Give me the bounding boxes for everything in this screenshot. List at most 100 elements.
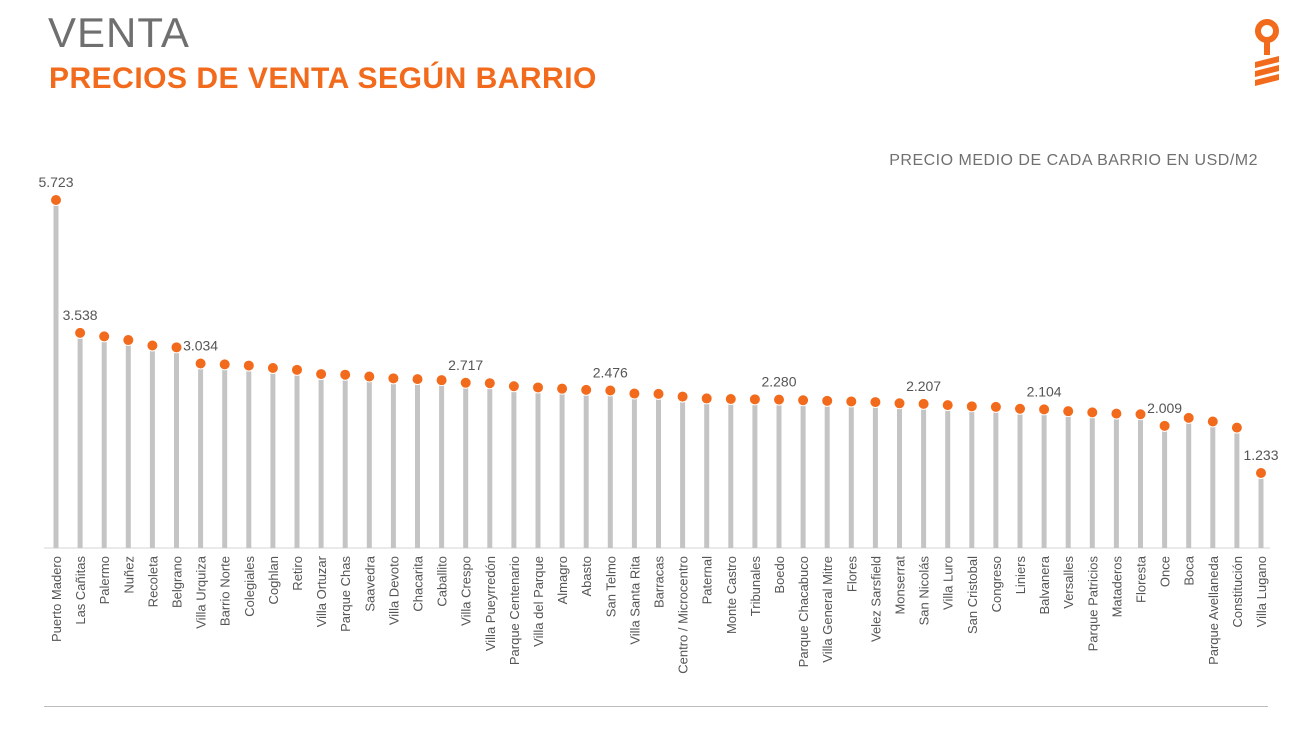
lollipop-point <box>1230 421 1243 434</box>
lollipop-point <box>435 374 448 387</box>
lollipop-point <box>1182 411 1195 424</box>
x-tick-label: Mataderos <box>1109 556 1124 618</box>
page-title: VENTA <box>48 9 190 56</box>
x-tick-label: Tribunales <box>748 556 763 617</box>
x-tick-label: Floresta <box>1134 555 1149 603</box>
data-label: 3.538 <box>63 307 98 323</box>
lollipop-point <box>676 390 689 403</box>
x-tick-label: Once <box>1158 556 1173 587</box>
x-tick-label: Liniers <box>1013 556 1028 595</box>
x-tick-label: Villa Pueyrredón <box>483 556 498 651</box>
x-tick-label: Constitución <box>1230 556 1245 628</box>
x-tick-label: Villa Urquiza <box>194 555 209 629</box>
lollipop-point <box>1134 408 1147 421</box>
data-label: 2.009 <box>1147 400 1182 416</box>
lollipop-point <box>917 397 930 410</box>
brand-logo-icon <box>1250 18 1284 88</box>
lollipop-point <box>773 393 785 406</box>
x-tick-label: Parque Patricios <box>1085 556 1100 652</box>
x-tick-label: Villa Lugano <box>1254 556 1269 627</box>
x-tick-label: Villa General Mitre <box>820 556 835 663</box>
lollipop-point <box>266 362 279 375</box>
x-tick-label: Centro / Microcentro <box>676 556 691 674</box>
lollipop-point <box>170 341 183 354</box>
lollipop-point <box>724 393 737 406</box>
data-label: 2.104 <box>1027 383 1062 399</box>
data-label: 2.207 <box>906 378 941 394</box>
lollipop-point <box>315 368 328 381</box>
lollipop-point <box>700 392 713 405</box>
x-tick-label: Belgrano <box>170 556 185 608</box>
lollipop-point <box>845 395 858 408</box>
x-tick-label: Almagro <box>555 556 570 604</box>
lollipop-point <box>98 330 111 343</box>
lollipop-point <box>122 334 135 347</box>
data-label: 2.476 <box>593 365 628 381</box>
data-label: 1.233 <box>1243 447 1278 463</box>
lollipop-point <box>363 370 376 383</box>
x-tick-label: Monte Castro <box>724 556 739 634</box>
lollipop-point <box>1062 405 1075 418</box>
x-tick-label: Monserrat <box>893 556 908 615</box>
lollipop-point <box>965 400 978 413</box>
lollipop-point <box>50 194 62 206</box>
data-label: 2.280 <box>761 374 796 390</box>
lollipop-point <box>604 384 617 397</box>
x-tick-label: Nuñez <box>121 556 136 594</box>
x-tick-label: San Telmo <box>603 556 618 617</box>
x-tick-label: Abasto <box>579 556 594 596</box>
x-tick-label: Villa Ortuzar <box>314 555 329 627</box>
lollipop-point <box>748 393 761 406</box>
data-label: 3.034 <box>183 338 218 354</box>
x-tick-label: Villa del Parque <box>531 556 546 647</box>
x-tick-label: Caballito <box>435 556 450 607</box>
x-tick-label: Parque Centenario <box>507 556 522 665</box>
bottom-divider <box>44 706 1268 707</box>
lollipop-point <box>989 400 1002 413</box>
lollipop-point <box>507 380 520 393</box>
lollipop-point <box>1255 467 1267 480</box>
lollipop-point <box>580 383 593 396</box>
lollipop-point <box>1206 415 1219 428</box>
lollipop-point <box>1158 419 1171 432</box>
x-tick-label: Villa Devoto <box>386 556 401 625</box>
x-tick-label: Parque Chas <box>338 556 353 632</box>
lollipop-point <box>218 358 231 371</box>
lollipop-point <box>74 326 87 339</box>
lollipop-point <box>869 396 882 409</box>
x-tick-label: Versalles <box>1061 556 1076 609</box>
data-label: 2.717 <box>448 357 483 373</box>
lollipop-point <box>291 363 303 376</box>
lollipop-point <box>387 372 400 385</box>
x-tick-label: Barrio Norte <box>218 556 233 626</box>
x-tick-label: Las Cañitas <box>73 556 88 625</box>
x-tick-label: Puerto Madero <box>49 556 64 642</box>
x-tick-label: Coghlan <box>266 556 281 604</box>
lollipop-point <box>941 399 954 412</box>
x-tick-label: Villa Santa Rita <box>627 555 642 644</box>
lollipop-point <box>459 376 472 389</box>
x-tick-label: Recoleta <box>145 555 160 607</box>
lollipop-point <box>1110 407 1123 420</box>
x-tick-label: Balvanera <box>1037 555 1052 614</box>
lollipop-point <box>194 357 207 370</box>
x-tick-label: Boedo <box>772 556 787 594</box>
x-tick-label: Villa Luro <box>941 556 956 610</box>
chart-caption: PRECIO MEDIO DE CADA BARRIO EN USD/M2 <box>889 152 1258 169</box>
x-tick-label: Retiro <box>290 556 305 591</box>
lollipop-point <box>1038 403 1051 416</box>
lollipop-point <box>821 394 834 407</box>
lollipop-point <box>556 382 569 395</box>
x-tick-label: Palermo <box>97 556 112 604</box>
x-tick-label: Paternal <box>700 556 715 605</box>
x-tick-label: Chacarita <box>411 555 426 611</box>
x-tick-label: Parque Chacabuco <box>796 556 811 667</box>
x-tick-label: Velez Sarsfield <box>868 556 883 642</box>
x-tick-label: Flores <box>844 556 859 593</box>
x-tick-label: Parque Avellaneda <box>1206 555 1221 665</box>
lollipop-point <box>242 359 255 372</box>
lollipop-point <box>652 387 665 400</box>
x-tick-label: Barracas <box>652 556 667 609</box>
x-tick-label: Saavedra <box>362 555 377 611</box>
